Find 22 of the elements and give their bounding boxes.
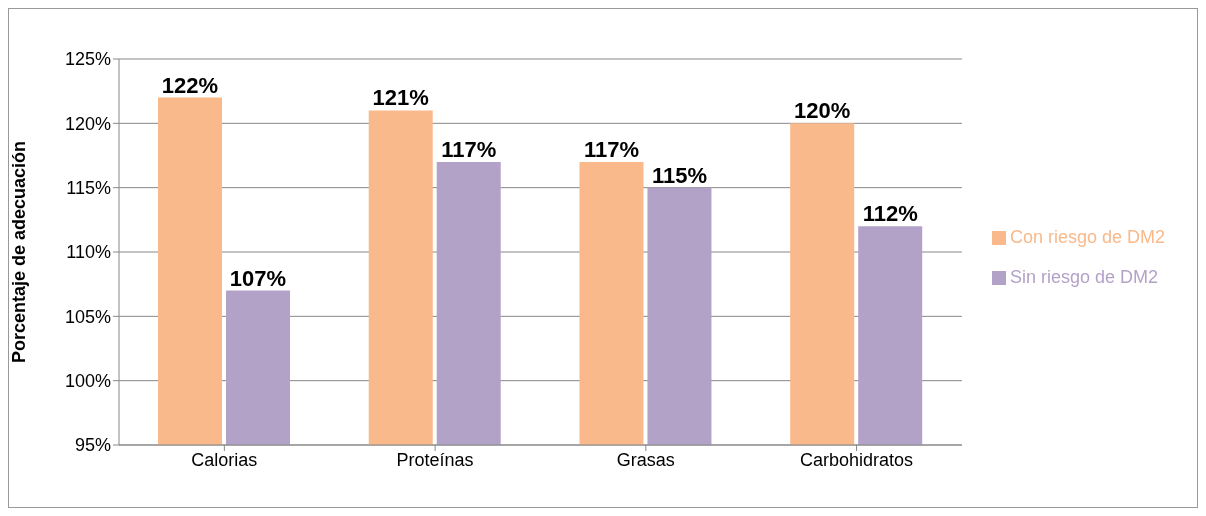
data-label: 117%	[583, 136, 639, 162]
legend-label: Sin riesgo de DM2	[1009, 267, 1158, 287]
y-tick-label: 125%	[64, 49, 111, 70]
y-tick-label: 120%	[64, 113, 111, 134]
data-label: 115%	[651, 162, 707, 188]
data-label: 107%	[229, 265, 287, 291]
y-tick-label: 110%	[66, 242, 111, 263]
x-tick-label: Calorias	[191, 449, 258, 470]
x-tick-label: Carbohidratos	[800, 449, 914, 470]
data-label: 120%	[794, 98, 851, 124]
legend-label: Con riesgo de DM2	[1009, 227, 1165, 247]
y-axis-title: Porcentaje de adecuación	[9, 140, 30, 364]
y-tick-label: 105%	[64, 306, 111, 327]
x-tick-label: Proteínas	[396, 449, 474, 470]
y-tick-label: 100%	[64, 371, 111, 392]
x-tick-label: Grasas	[616, 449, 675, 470]
data-label: 122%	[161, 72, 219, 98]
data-label: 117%	[441, 136, 497, 162]
data-label: 112%	[862, 201, 918, 227]
data-label: 121%	[372, 85, 429, 111]
y-tick-label: 95%	[74, 435, 111, 456]
y-tick-label: 115%	[66, 178, 111, 199]
